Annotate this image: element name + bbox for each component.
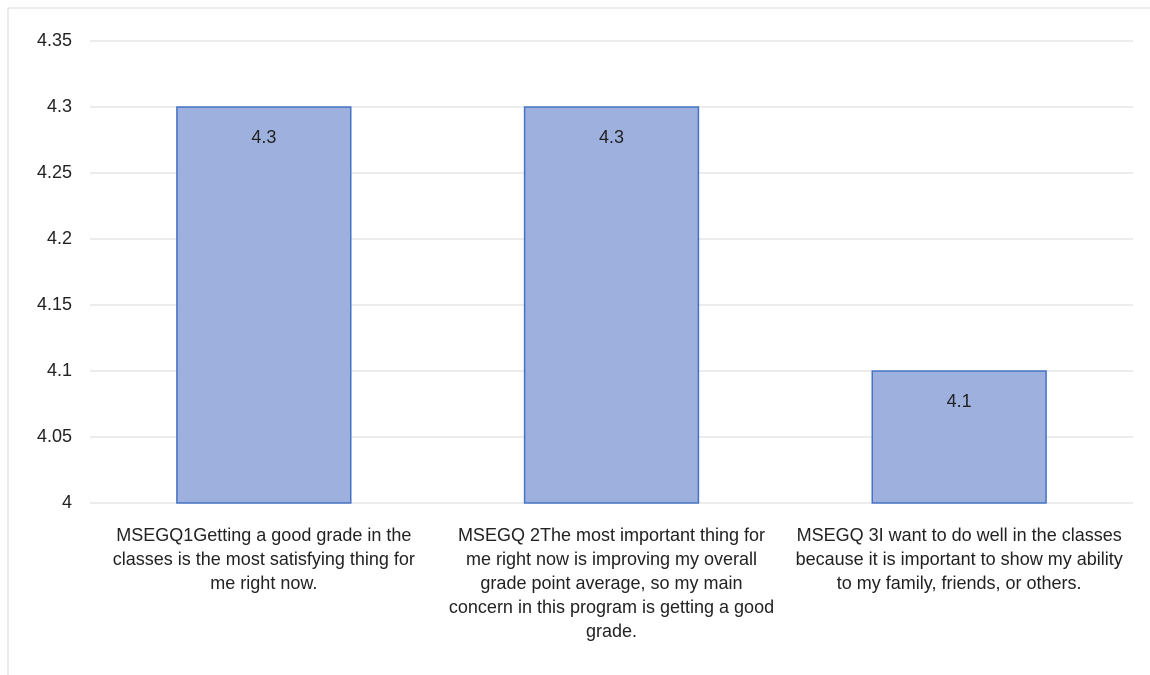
data-label: 4.1	[947, 391, 972, 411]
y-tick-label: 4	[62, 492, 72, 512]
y-tick-label: 4.35	[37, 30, 72, 50]
y-tick-label: 4.25	[37, 162, 72, 182]
x-tick-label: MSEGQ1Getting a good grade in the classe…	[112, 525, 415, 593]
bar	[176, 106, 352, 504]
chart-border	[7, 7, 1150, 675]
y-tick-label: 4.2	[47, 228, 72, 248]
bar	[523, 106, 700, 504]
y-tick-label: 4.3	[47, 96, 72, 116]
bar	[871, 370, 1047, 504]
y-tick-label: 4.05	[37, 426, 72, 446]
x-tick-label: MSEGQ 2The most important thing for me r…	[448, 525, 775, 641]
x-tick-label: MSEGQ 3I want to do well in the classes …	[795, 525, 1123, 593]
data-label: 4.3	[599, 127, 624, 147]
data-label: 4.3	[251, 127, 276, 147]
y-tick-label: 4.15	[37, 294, 72, 314]
y-tick-label: 4.1	[47, 360, 72, 380]
